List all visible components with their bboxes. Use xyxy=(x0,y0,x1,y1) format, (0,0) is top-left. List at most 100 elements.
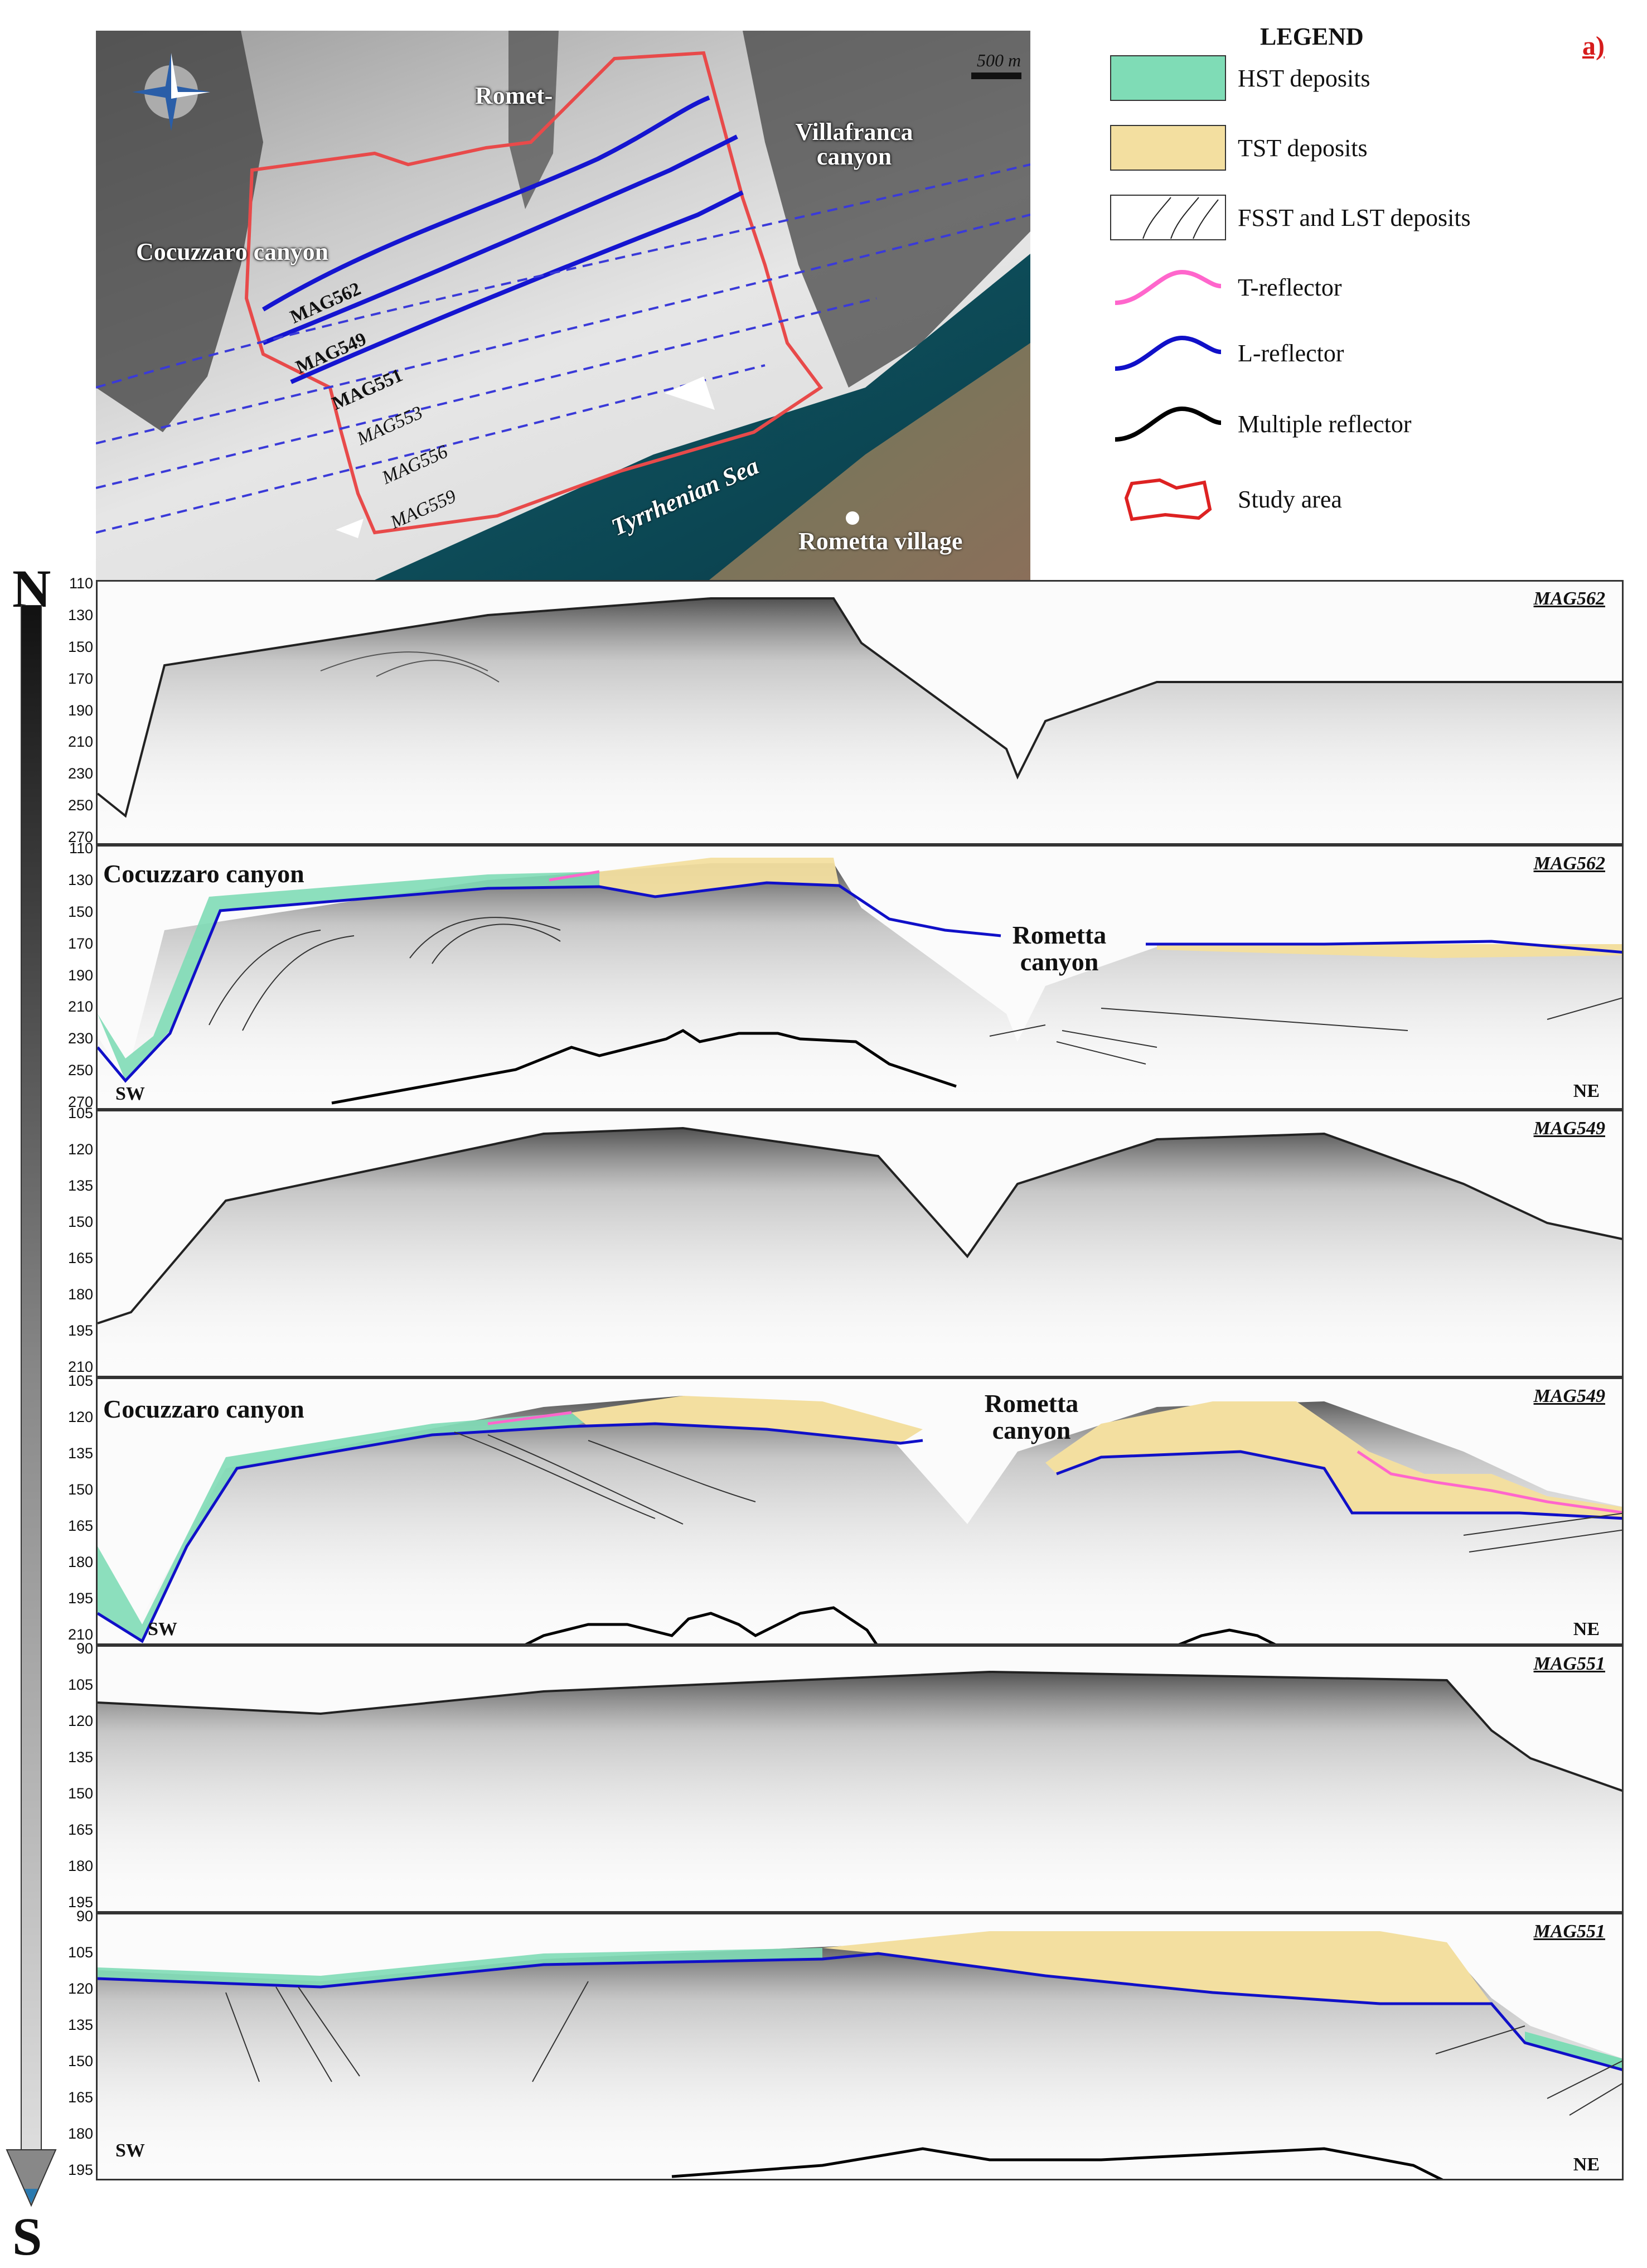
map-line-MAG559 xyxy=(96,364,766,534)
depth-tick: 250 xyxy=(67,797,93,814)
map-line-MAG562 xyxy=(261,95,710,312)
legend-label: FSST and LST deposits xyxy=(1238,204,1471,231)
legend-label: HST deposits xyxy=(1238,64,1370,92)
canyon-label-left: Cocuzzaro canyon xyxy=(103,859,304,888)
fsst-swatch xyxy=(1110,194,1227,241)
white-patch xyxy=(665,376,715,410)
profile-MAG549-interpreted: Cocuzzaro canyon Rometta canyon SW NE MA… xyxy=(96,1377,1624,1645)
depth-tick: 110 xyxy=(69,840,93,857)
depth-tick: 180 xyxy=(67,1286,93,1303)
legend-item-l-reflector: L-reflector xyxy=(1110,328,1344,378)
rometta-label: Romet- xyxy=(475,82,553,109)
depth-tick: 130 xyxy=(67,871,93,888)
profile-title: MAG549 xyxy=(1533,1118,1605,1139)
profile-MAG551-raw: MAG551 xyxy=(96,1645,1624,1913)
seismic-profile xyxy=(98,597,1622,843)
depth-tick: 170 xyxy=(67,670,93,687)
cocuzzaro-canyon-relief xyxy=(96,31,263,432)
compass-rose-icon xyxy=(132,53,210,131)
depth-tick: 210 xyxy=(67,733,93,751)
t-reflector-swatch xyxy=(1110,264,1227,311)
profile-MAG562-raw: MAG562 xyxy=(96,580,1624,845)
sw-label: SW xyxy=(115,2140,145,2161)
depth-tick: 180 xyxy=(67,2125,93,2142)
depth-tick: 90 xyxy=(76,1908,93,1924)
depth-tick: 230 xyxy=(67,765,93,782)
depth-tick: 230 xyxy=(67,1030,93,1047)
depth-tick: 210 xyxy=(67,1626,93,1643)
village-label: Rometta village xyxy=(798,528,963,555)
legend-label: Multiple reflector xyxy=(1238,410,1412,438)
depth-tick: 195 xyxy=(67,1322,93,1339)
sw-label: SW xyxy=(115,1084,145,1104)
legend-item-tst: TST deposits xyxy=(1110,123,1368,173)
depth-tick: 135 xyxy=(67,1749,93,1766)
canyon-label-mid: Rometta canyon xyxy=(984,1389,1079,1445)
depth-tick: 180 xyxy=(67,1858,93,1874)
village-dot xyxy=(846,511,859,525)
ne-label: NE xyxy=(1573,1081,1600,1101)
depth-tick: 105 xyxy=(67,1676,93,1693)
legend-item-hst: HST deposits xyxy=(1110,53,1370,103)
profile-MAG562-interpreted: Cocuzzaro canyon Rometta canyon SW NE MA… xyxy=(96,845,1624,1110)
depth-tick: 150 xyxy=(67,903,93,920)
depth-tick: 195 xyxy=(67,2161,93,2178)
depth-tick: 150 xyxy=(67,1785,93,1802)
multiple-reflector-swatch xyxy=(1110,400,1227,447)
seismic-profile-interpreted xyxy=(98,858,1622,1108)
legend-label: TST deposits xyxy=(1238,134,1368,162)
depth-tick: 270 xyxy=(67,829,93,845)
land-area xyxy=(709,343,1030,580)
depth-tick: 210 xyxy=(67,1358,93,1375)
profile-MAG551-interpreted: SW NE MAG551 xyxy=(96,1913,1624,2180)
profile-title: MAG562 xyxy=(1533,853,1605,874)
profile-title: MAG551 xyxy=(1533,1653,1605,1674)
legend-label: T-reflector xyxy=(1238,273,1342,301)
map-line-MAG553 xyxy=(96,214,1030,444)
depth-tick: 210 xyxy=(67,998,93,1015)
seismic-profile xyxy=(98,1670,1622,1911)
cocuzzaro-canyon-label: Cocuzzaro canyon xyxy=(136,238,329,265)
depth-tick: 135 xyxy=(67,1445,93,1462)
depth-tick: 120 xyxy=(67,1409,93,1425)
profile-title: MAG562 xyxy=(1533,588,1605,609)
seismic-profile-interpreted xyxy=(98,1396,1622,1643)
canyon-label-mid: Rometta canyon xyxy=(1012,921,1107,976)
study-area-outline xyxy=(244,51,824,535)
depth-tick: 150 xyxy=(67,2053,93,2069)
profile-MAG549-raw: MAG549 xyxy=(96,1110,1624,1377)
legend-item-study-area: Study area xyxy=(1110,474,1342,524)
depth-tick: 195 xyxy=(67,1590,93,1607)
depth-tick: 110 xyxy=(69,575,93,592)
rometta-canyon-relief xyxy=(508,31,559,209)
l-reflector-swatch xyxy=(1110,330,1227,376)
depth-tick: 105 xyxy=(67,1944,93,1961)
depth-tick: 135 xyxy=(67,2016,93,2033)
profile-title: MAG549 xyxy=(1533,1386,1605,1406)
legend-label: Study area xyxy=(1238,485,1342,513)
villafranca-canyon-relief xyxy=(743,31,1030,388)
depth-tick: 190 xyxy=(67,702,93,719)
map-line-MAG549 xyxy=(262,134,738,345)
hst-swatch xyxy=(1110,55,1227,101)
depth-tick: 135 xyxy=(67,1177,93,1194)
ne-label: NE xyxy=(1573,1619,1600,1640)
depth-tick: 190 xyxy=(67,966,93,984)
depth-tick: 165 xyxy=(67,1821,93,1838)
depth-tick: 130 xyxy=(67,606,93,623)
scale-label: 500 m xyxy=(977,50,1021,70)
map-line-MAG556 xyxy=(96,297,877,489)
depth-tick: 165 xyxy=(67,1517,93,1534)
tst-swatch xyxy=(1110,124,1227,171)
depth-tick: 170 xyxy=(67,935,93,952)
depth-tick: 120 xyxy=(67,1141,93,1158)
depth-tick: 105 xyxy=(67,1105,93,1121)
canyon-label-left: Cocuzzaro canyon xyxy=(103,1395,304,1423)
sw-label: SW xyxy=(148,1619,177,1640)
study-area-swatch xyxy=(1110,476,1227,523)
legend-item-multiple-reflector: Multiple reflector xyxy=(1110,399,1412,449)
map-line-dashed-1 xyxy=(96,163,1030,389)
depth-tick: 120 xyxy=(67,1713,93,1729)
legend-item-fsst: FSST and LST deposits xyxy=(1110,192,1471,243)
depth-tick: 195 xyxy=(67,1894,93,1911)
